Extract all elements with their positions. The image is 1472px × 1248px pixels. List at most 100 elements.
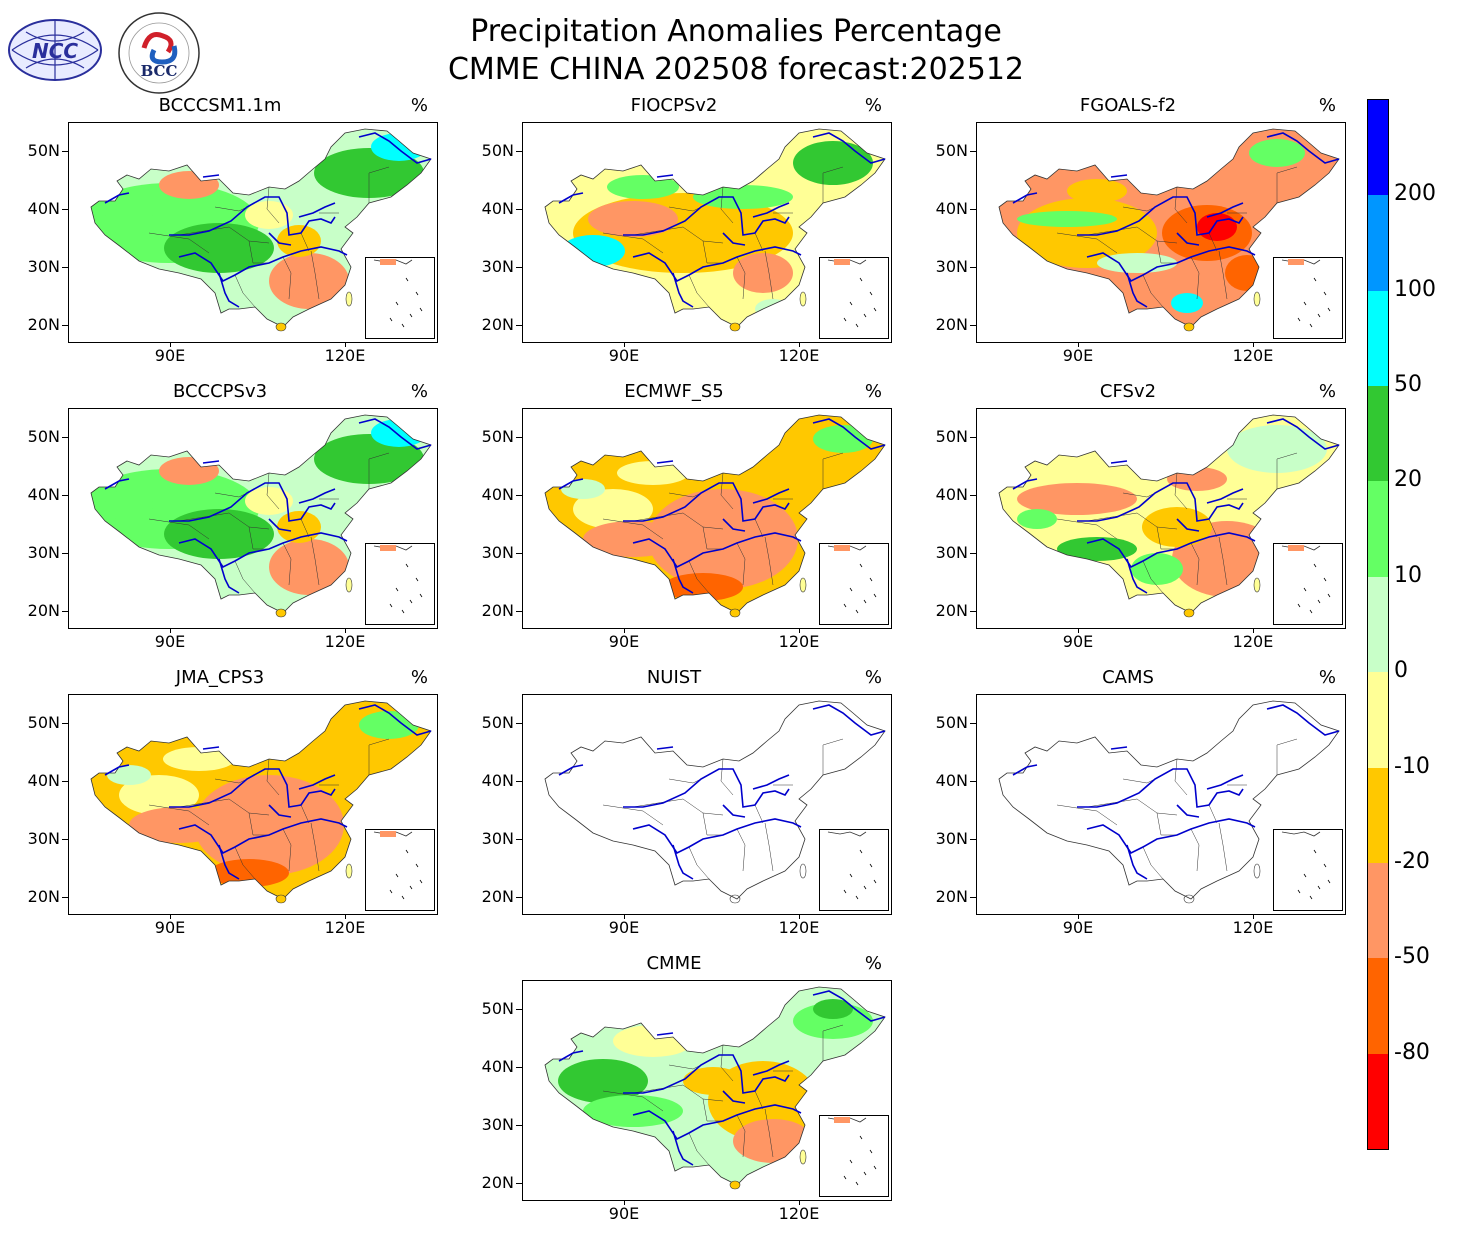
river xyxy=(268,232,292,246)
river xyxy=(1126,844,1148,880)
province-border xyxy=(1142,560,1164,594)
lat-tick-label: 30N xyxy=(481,543,514,562)
map-panel: JMA_CPS3% 50N 40N 30N 20N 90E 120E xyxy=(0,668,440,938)
river xyxy=(812,132,886,164)
river xyxy=(752,488,790,504)
province-border xyxy=(764,822,774,872)
river xyxy=(1012,764,1038,776)
province-border xyxy=(754,518,764,538)
lat-tick-label: 20N xyxy=(935,601,968,620)
province-border xyxy=(632,512,724,530)
anomaly-region xyxy=(583,521,683,557)
anomaly-region xyxy=(617,461,689,485)
lon-tick-label: 120E xyxy=(778,918,820,937)
province-border xyxy=(300,518,310,538)
river xyxy=(1086,246,1256,283)
colorbar-segment xyxy=(1368,576,1388,673)
province-border xyxy=(822,1024,844,1061)
lat-tick xyxy=(62,553,68,554)
lat-tick xyxy=(516,553,522,554)
river xyxy=(1086,532,1256,569)
lon-tick xyxy=(170,627,171,633)
province-border xyxy=(632,1084,724,1102)
panel-unit: % xyxy=(410,95,428,116)
map-panel: ECMWF_S5% 50N 40N 30N 20N 90E 120E xyxy=(454,382,894,652)
river xyxy=(169,768,336,808)
river xyxy=(298,202,336,218)
lon-tick-label: 90E xyxy=(1062,918,1094,937)
lat-tick xyxy=(516,839,522,840)
province-border xyxy=(1056,232,1118,254)
lon-tick xyxy=(624,913,625,919)
lat-tick xyxy=(970,723,976,724)
province-border xyxy=(1086,798,1178,816)
province-border xyxy=(310,536,320,586)
lat-tick xyxy=(970,267,976,268)
river xyxy=(178,818,348,855)
province-border xyxy=(1190,542,1200,586)
china-map xyxy=(544,700,886,904)
province-border xyxy=(248,812,269,836)
river xyxy=(1176,518,1200,532)
panel-unit: % xyxy=(864,667,882,688)
lat-tick-label: 40N xyxy=(481,1057,514,1076)
lat-tick xyxy=(516,723,522,724)
colorbar-label: -20 xyxy=(1394,848,1430,874)
river xyxy=(1126,272,1148,308)
anomaly-region xyxy=(613,1025,693,1057)
province-border xyxy=(602,518,664,540)
province-border xyxy=(1174,186,1188,224)
lon-tick xyxy=(624,1199,625,1205)
province-border xyxy=(702,1098,723,1122)
province-border xyxy=(368,738,390,775)
taiwan-island xyxy=(345,577,353,593)
anomaly-region xyxy=(194,775,344,875)
colorbar-label: 100 xyxy=(1394,276,1436,302)
panel-title: BCCCSM1.1m xyxy=(158,95,282,116)
river xyxy=(1266,418,1340,450)
svg-text:NCC: NCC xyxy=(32,39,78,63)
province-border xyxy=(736,1114,746,1158)
province-border xyxy=(736,828,746,872)
river xyxy=(268,518,292,532)
hainan-island xyxy=(729,608,741,618)
anomaly-region xyxy=(683,1067,743,1095)
province-border xyxy=(1142,274,1164,308)
river xyxy=(169,196,336,236)
lon-tick xyxy=(345,627,346,633)
province-border xyxy=(310,822,320,872)
river xyxy=(623,196,790,236)
province-border xyxy=(178,226,270,244)
province-border xyxy=(1086,512,1178,530)
lat-tick-label: 50N xyxy=(481,999,514,1018)
country-border xyxy=(998,414,1340,614)
province-border xyxy=(1218,536,1228,586)
province-border xyxy=(720,186,734,224)
lat-tick-label: 30N xyxy=(481,257,514,276)
anomaly-region xyxy=(693,185,793,209)
lat-tick xyxy=(516,897,522,898)
province-border xyxy=(688,846,710,880)
province-border xyxy=(602,804,664,826)
lat-tick-label: 20N xyxy=(935,315,968,334)
lon-tick-label: 90E xyxy=(154,918,186,937)
province-border xyxy=(368,166,390,203)
anomaly-region xyxy=(1249,139,1305,167)
anomaly-region xyxy=(1017,509,1057,529)
river xyxy=(1077,768,1244,808)
south-china-sea-inset xyxy=(819,829,889,911)
lat-tick-label: 40N xyxy=(935,771,968,790)
lon-tick-label: 120E xyxy=(1232,346,1274,365)
lat-tick-label: 30N xyxy=(27,543,60,562)
figure-subtitle: CMME CHINA 202508 forecast:202512 xyxy=(447,52,1025,87)
lat-tick xyxy=(62,611,68,612)
anomaly-region xyxy=(371,133,427,161)
province-border xyxy=(282,542,292,586)
taiwan-island xyxy=(799,1149,807,1165)
hainan-island xyxy=(1183,894,1195,904)
province-border xyxy=(178,512,270,530)
river xyxy=(1086,818,1256,855)
lon-tick xyxy=(799,1199,800,1205)
lat-tick-label: 40N xyxy=(935,485,968,504)
panel-title: FIOCPSv2 xyxy=(630,95,718,116)
